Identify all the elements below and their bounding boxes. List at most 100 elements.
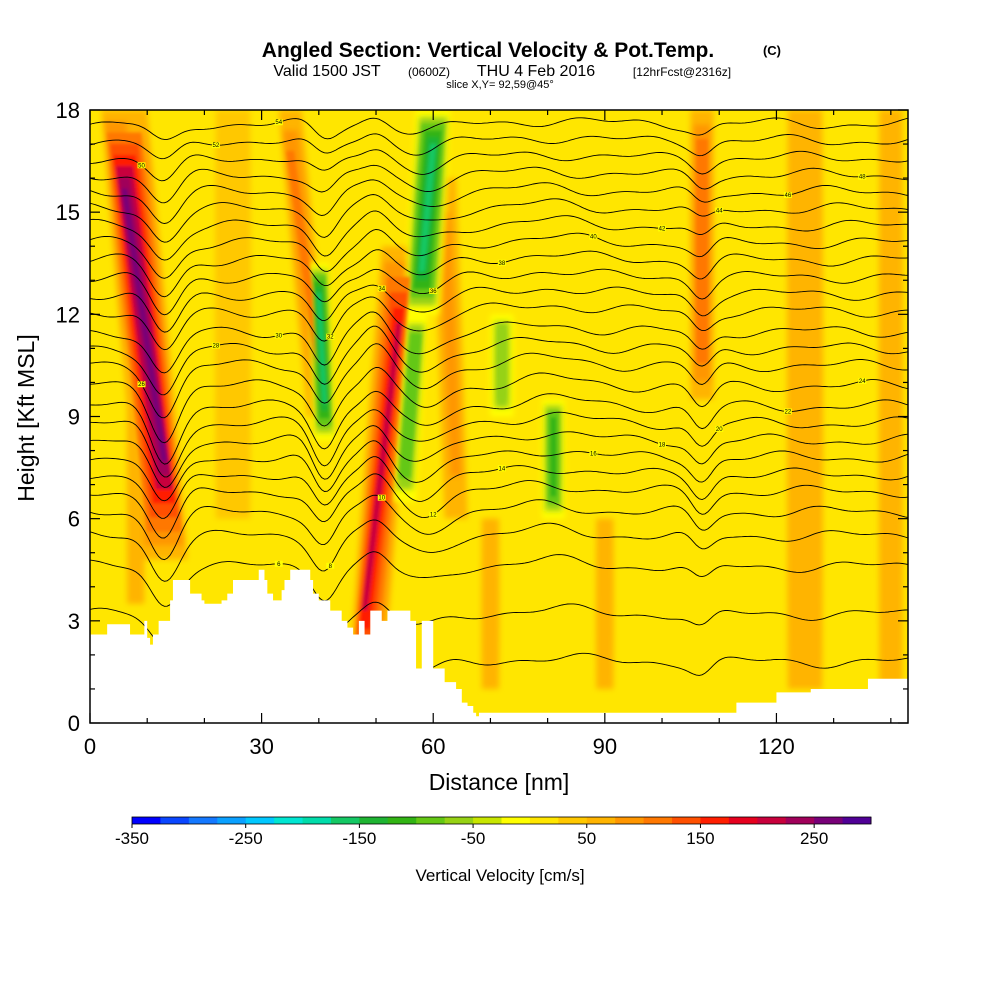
subtitle-date: THU 4 Feb 2016 — [477, 63, 595, 80]
downdraft-band-3-level-3 — [550, 417, 557, 497]
theta-contour-label-bg — [377, 285, 386, 292]
colorbar-swatch — [359, 817, 389, 824]
colorbar-tick-label: -150 — [342, 829, 376, 848]
theta-contour-26 — [90, 343, 908, 419]
theta-contour-label: 10 — [378, 496, 385, 502]
theta-contour-52 — [90, 133, 908, 160]
updraft-band-4-level-3 — [699, 153, 706, 346]
theta-contour-8 — [90, 519, 908, 582]
theta-contour-label-bg — [858, 173, 867, 180]
theta-contour-label-bg — [497, 465, 506, 472]
theta-contours: 2468101214161820222426283032343638404244… — [90, 117, 908, 687]
colorbar-swatch — [473, 817, 502, 824]
colorbar-tick-label: 50 — [577, 829, 596, 848]
updraft-band-9-level-1 — [884, 167, 897, 617]
theta-contour-label: 54 — [275, 120, 282, 126]
updraft-band-8-level-0 — [787, 110, 824, 689]
colorbar-swatch — [700, 817, 730, 824]
y-tick-label: 12 — [56, 302, 80, 327]
colorbar-frame — [131, 816, 872, 825]
colorbar-swatch — [757, 817, 787, 824]
colorbar-tick-label: -250 — [229, 829, 263, 848]
colorbar-swatch — [814, 817, 844, 824]
colorbar-tick-label: -50 — [461, 829, 486, 848]
colorbar-swatch — [330, 817, 360, 824]
theta-contour-label-bg — [137, 381, 146, 388]
theta-contour-54 — [90, 117, 908, 140]
theta-contour-label-bg — [589, 450, 598, 457]
theta-contour-label-bg — [658, 225, 667, 232]
y-tick-label: 15 — [56, 200, 80, 225]
x-tick-label: 90 — [593, 734, 617, 759]
updraft-band-2-level-5 — [361, 322, 402, 611]
updraft-band-10-level-0 — [214, 110, 252, 519]
theta-contour-label: 8 — [329, 564, 333, 570]
theta-contour-24 — [90, 367, 908, 444]
theta-contour-label: 18 — [659, 443, 666, 449]
downdraft-band-0-level-5 — [316, 292, 327, 404]
theta-contour-30 — [90, 311, 908, 374]
theta-contour-label-bg — [715, 207, 724, 214]
theta-contour-label-bg — [589, 233, 598, 240]
theta-contour-34 — [90, 284, 908, 333]
theta-contour-label-bg — [137, 162, 146, 169]
y-tick-label: 18 — [56, 98, 80, 123]
colorbar-swatch — [672, 817, 701, 824]
theta-contour-label-bg — [211, 142, 220, 149]
colorbar-swatch — [728, 817, 758, 824]
theta-contour-28 — [90, 325, 908, 396]
theta-contour-label: 46 — [785, 193, 792, 199]
theta-contour-12 — [90, 473, 908, 539]
theta-contour-40 — [90, 229, 908, 279]
colorbar-swatch — [245, 817, 275, 824]
plot-area: 2468101214161820222426283032343638404244… — [90, 110, 908, 723]
theta-contour-label-bg — [326, 333, 335, 340]
theta-contour-label: 12 — [430, 513, 437, 519]
subtitle-forecast: [12hrFcst@2316z] — [633, 65, 731, 79]
colorbar-swatch — [217, 817, 247, 824]
theta-contour-label: 32 — [327, 335, 334, 341]
theta-contour-label: 34 — [378, 287, 385, 293]
theta-contour-46 — [90, 179, 908, 224]
theta-contour-label: 22 — [785, 409, 792, 415]
colorbar-swatch — [160, 817, 190, 824]
colorbar-swatch — [615, 817, 645, 824]
y-tick-label: 0 — [68, 711, 80, 736]
colorbar-swatch — [444, 817, 474, 824]
theta-contour-label-bg — [377, 494, 386, 501]
theta-contour-label-bg — [783, 191, 792, 198]
theta-contour-6 — [90, 551, 908, 607]
theta-contour-label-bg — [274, 332, 283, 339]
theta-contour-label: 40 — [590, 234, 597, 240]
theta-contour-10 — [90, 494, 908, 561]
y-tick-label: 6 — [68, 507, 80, 532]
theta-contour-label-bg — [429, 511, 438, 518]
x-tick-label: 60 — [421, 734, 445, 759]
downdraft-band-2-level-3 — [401, 342, 419, 467]
colorbar-swatch — [274, 817, 304, 824]
colorbar-tick-label: 250 — [800, 829, 828, 848]
theta-contour-label: 36 — [430, 289, 437, 295]
theta-contour-label-bg — [858, 377, 867, 384]
theta-contour-22 — [90, 390, 908, 465]
colorbar-swatch — [558, 817, 588, 824]
theta-contour-label-bg — [715, 425, 724, 432]
subtitle-utc: (0600Z) — [408, 65, 450, 79]
theta-contour-label: 6 — [277, 562, 281, 568]
theta-contour-label: 30 — [275, 334, 282, 340]
theta-contour-label-bg — [658, 441, 667, 448]
colorbar-swatch — [387, 817, 417, 824]
theta-contour-label: 52 — [213, 143, 220, 149]
subtitle-valid: Valid 1500 JST — [273, 63, 381, 80]
theta-contour-36 — [90, 268, 908, 316]
y-axis-label: Height [Kft MSL] — [13, 334, 39, 501]
downdraft-band-1-level-5 — [418, 144, 437, 272]
title-suffix: (C) — [763, 43, 781, 58]
theta-contour-label: 38 — [499, 261, 506, 267]
theta-contour-48 — [90, 164, 908, 204]
x-tick-label: 30 — [249, 734, 273, 759]
colorbar-swatch — [586, 817, 616, 824]
colorbar: -350 -250 -150 -50 50 150 250 — [115, 816, 872, 848]
